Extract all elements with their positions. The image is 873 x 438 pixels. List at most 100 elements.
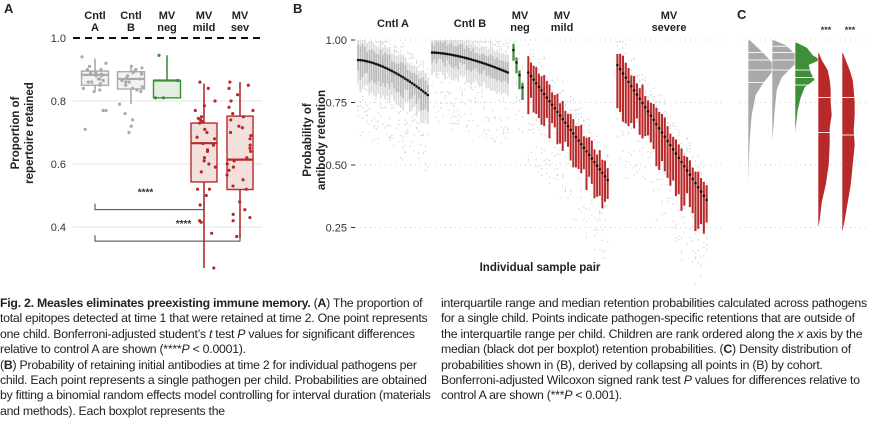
outlier-point	[622, 150, 624, 152]
outlier-point	[666, 184, 669, 186]
outlier-point	[496, 41, 498, 43]
data-point	[193, 108, 197, 113]
outlier-point	[398, 111, 400, 113]
median-dot	[392, 70, 396, 74]
outlier-point	[575, 108, 577, 110]
caption-label-c: C	[723, 342, 733, 357]
outlier-point	[422, 63, 424, 65]
iqr-box	[559, 103, 562, 144]
outlier-point	[468, 120, 470, 122]
outlier-point	[694, 233, 697, 235]
median-dot	[558, 114, 562, 117]
median-dot	[574, 135, 578, 139]
outlier-point	[518, 99, 521, 102]
data-point	[199, 115, 204, 119]
iqr-box	[647, 100, 650, 136]
y-tick-label: 1.0	[51, 33, 66, 45]
median-dot	[413, 83, 416, 87]
outlier-point	[512, 41, 515, 43]
outlier-point	[551, 79, 553, 81]
outlier-point	[450, 103, 453, 105]
outlier-point	[604, 250, 606, 252]
outlier-point	[683, 154, 685, 157]
median-dot	[495, 66, 499, 70]
median-dot	[487, 63, 490, 67]
iqr-box	[674, 139, 677, 197]
outlier-point	[357, 84, 359, 86]
data-point	[205, 149, 210, 153]
category-label: mild	[193, 22, 216, 34]
outlier-point	[627, 151, 630, 153]
median-dot	[493, 66, 497, 69]
iqr-box	[388, 54, 391, 90]
iqr-box	[357, 44, 359, 71]
median-dot	[699, 190, 703, 193]
median-dot	[506, 71, 510, 74]
outlier-point	[538, 129, 540, 131]
data-point	[83, 127, 87, 131]
iqr-box	[422, 77, 425, 111]
outlier-point	[418, 65, 420, 67]
median-dot	[527, 71, 530, 74]
caption-right-column: interquartile range and median retention…	[441, 296, 867, 403]
outlier-point	[655, 106, 658, 108]
median-dot	[603, 175, 607, 178]
outlier-point	[593, 148, 596, 150]
outlier-point	[639, 79, 641, 81]
outlier-point	[658, 94, 660, 96]
iqr-box	[518, 70, 521, 90]
outlier-point	[409, 53, 411, 55]
iqr-box	[368, 49, 371, 83]
outlier-point	[535, 158, 537, 161]
outlier-point	[455, 116, 457, 118]
outlier-point	[604, 219, 606, 222]
data-point	[231, 165, 236, 169]
iqr-box	[427, 84, 429, 112]
median-dot	[368, 60, 371, 64]
median-dot	[383, 66, 387, 69]
outlier-point	[400, 53, 402, 55]
median-dot	[556, 110, 559, 114]
outlier-point	[675, 240, 677, 242]
outlier-point	[407, 122, 409, 124]
outlier-point	[398, 52, 400, 54]
outlier-point	[647, 83, 649, 85]
iqr-box	[553, 94, 556, 128]
data-point	[213, 99, 217, 103]
outlier-point	[627, 133, 630, 135]
b-boxplots	[356, 40, 708, 234]
outlier-point	[492, 47, 494, 49]
outlier-point	[647, 97, 649, 99]
outlier-point	[453, 105, 455, 107]
median-dot	[537, 85, 541, 89]
outlier-point	[564, 190, 566, 192]
outlier-point	[653, 87, 655, 89]
iqr-box	[658, 111, 661, 171]
iqr-box	[535, 67, 538, 115]
outlier-point	[416, 62, 418, 65]
outlier-point	[686, 137, 688, 139]
y-tick-label: 1.00	[326, 35, 347, 47]
caption-left-column: Fig. 2. Measles eliminates preexisting i…	[0, 296, 431, 418]
outlier-point	[572, 115, 574, 117]
median-dot	[489, 64, 492, 68]
outlier-point	[404, 151, 406, 153]
outlier-point	[680, 237, 683, 239]
panel-a: A 1.0 0.8 0.6 0.4 Proportion of repertoire r…	[4, 1, 262, 270]
outlier-point	[650, 95, 652, 97]
outlier-point	[507, 42, 509, 44]
outlier-point	[664, 212, 666, 214]
outlier-point	[533, 53, 535, 55]
outlier-point	[389, 43, 391, 45]
outlier-point	[366, 104, 368, 106]
median-dot	[571, 132, 575, 135]
outlier-point	[530, 50, 532, 52]
median-dot	[606, 178, 609, 182]
outlier-point	[639, 140, 641, 143]
outlier-point	[570, 109, 572, 111]
group-label: Cntl B	[454, 18, 486, 30]
outlier-point	[627, 161, 630, 163]
outlier-point	[416, 128, 418, 130]
data-point	[92, 89, 96, 94]
